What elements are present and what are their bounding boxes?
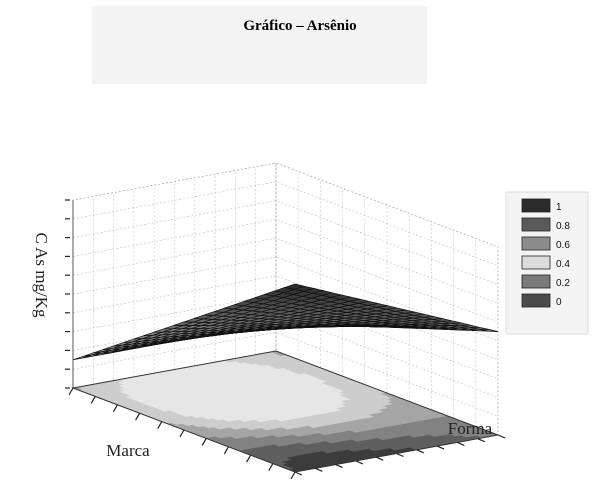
surface-mesh <box>72 283 499 361</box>
x-tick <box>90 396 96 404</box>
surface-cell <box>283 283 306 290</box>
y-tick <box>477 438 485 443</box>
z-axis-label: C As mg/Kg <box>32 232 51 318</box>
y-tick <box>396 452 404 458</box>
legend-swatch <box>521 255 551 270</box>
y-tick <box>335 464 343 469</box>
x-tick <box>112 404 118 413</box>
y-tick <box>436 445 445 450</box>
x-tick <box>68 387 74 396</box>
x-tick <box>246 454 252 463</box>
legend-label: 0.2 <box>556 278 570 289</box>
y-tick <box>375 456 384 461</box>
legend-label: 0 <box>556 297 562 308</box>
legend-swatch <box>521 217 551 232</box>
x-tick <box>223 446 229 455</box>
legend-label: 0.8 <box>556 221 570 232</box>
z-gridline <box>72 256 499 342</box>
legend: 1 0.8 0.6 0.4 0.2 0 <box>505 191 589 335</box>
y-tick <box>497 434 506 439</box>
z-gridline <box>72 237 499 323</box>
x-tick <box>201 438 207 446</box>
legend-swatch <box>521 236 551 251</box>
z-gridline <box>72 181 499 267</box>
chart-title: Gráfico – Arsênio <box>243 18 356 34</box>
contour-floor <box>71 350 500 473</box>
y-tick <box>294 471 303 476</box>
tick-marks <box>65 199 506 480</box>
z-gridline <box>72 275 499 361</box>
x-tick <box>157 421 163 429</box>
x-tick <box>135 412 141 421</box>
title-band <box>92 6 427 84</box>
legend-swatch <box>521 274 551 289</box>
y-tick <box>315 467 323 472</box>
x-tick <box>290 471 296 480</box>
y-axis-label: Forma <box>448 419 493 438</box>
y-tick <box>457 441 465 446</box>
legend-swatch <box>521 293 551 308</box>
legend-label: 1 <box>556 202 562 213</box>
legend-label: 0.4 <box>556 259 570 270</box>
back-wall-right <box>275 162 499 436</box>
y-tick <box>416 449 425 454</box>
z-gridline <box>72 200 499 285</box>
x-axis-label: Marca <box>106 441 150 460</box>
legend-swatch <box>521 198 551 213</box>
legend-label: 0.6 <box>556 240 570 251</box>
z-gridline <box>72 219 499 304</box>
z-gridline <box>72 331 499 417</box>
x-tick <box>179 429 185 438</box>
x-tick <box>268 463 274 471</box>
y-tick <box>355 460 364 465</box>
z-gridline <box>72 294 499 379</box>
